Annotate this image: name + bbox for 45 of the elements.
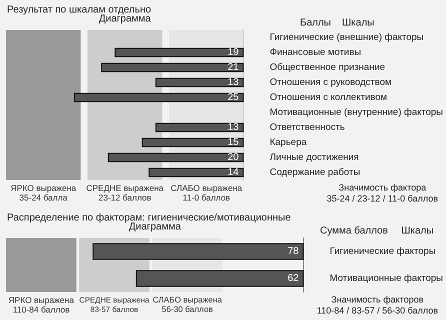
y-tick-label: Мотивационные факторы <box>330 273 444 284</box>
chart-title: Распределение по факторам: гигиенические/мотивационные <box>7 212 292 224</box>
chart-title: Результат по шкалам отдельно <box>7 4 152 16</box>
y-tick-label: Карьера <box>270 137 308 148</box>
y-tick-label: Финансовые мотивы <box>270 47 362 58</box>
y-tick-label: Личные достижения <box>270 152 359 163</box>
bar <box>155 122 244 132</box>
data-label: 78 <box>288 246 300 257</box>
y-tick-label: Отношения с коллективом <box>270 92 388 103</box>
bar <box>74 92 244 102</box>
y-axis-title: Шкалы <box>401 226 434 236</box>
bar <box>108 152 244 162</box>
y-tick-label: Мотивационные (внутренние) факторы <box>270 107 444 118</box>
band-label: ЯРКО выражена 35-24 балла <box>10 182 76 202</box>
bar <box>148 168 244 178</box>
data-label: 62 <box>288 273 300 284</box>
y-tick-label: Гигиенические факторы <box>330 246 436 257</box>
y-tick-label: Содержание работы <box>270 167 360 178</box>
x-axis-title: Диаграмма <box>128 222 182 232</box>
text: Значимость фактора 35-24 / 23-12 / 11-0 баллов <box>326 182 438 204</box>
band-label: СЛАБО выражена 56-30 баллов <box>152 295 222 314</box>
y-axis-title: Шкалы <box>342 18 374 28</box>
data-label: 13 <box>228 77 240 88</box>
bar <box>142 138 244 148</box>
data-label: 15 <box>228 137 240 148</box>
x-axis-title: Диаграмма <box>98 14 152 24</box>
band-label: СРЕДНЕ выражена 23-12 баллов <box>86 182 164 202</box>
bar <box>155 78 244 88</box>
y-tick-label: Ответственность <box>270 122 345 133</box>
band-label: ЯРКО выражена 110-84 баллов <box>8 294 74 314</box>
data-label: 21 <box>228 62 240 73</box>
data-label: 13 <box>228 122 240 133</box>
y-tick-label: Отношения с руководством <box>270 77 392 88</box>
text: Сумма баллов <box>320 226 388 236</box>
text: Значимость факторов 110-84 / 83-57 / 56-30 баллов <box>316 294 438 316</box>
y-tick-label: Гигиенические (внешние) факторы <box>270 32 424 43</box>
data-label: 14 <box>228 167 240 178</box>
bar <box>114 48 244 58</box>
data-label: 20 <box>228 152 240 163</box>
data-label: 19 <box>228 47 240 58</box>
bar <box>101 62 244 72</box>
text: Баллы <box>300 18 331 28</box>
data-label: 25 <box>228 92 240 103</box>
y-tick-label: Общественное признание <box>270 62 386 73</box>
band-label: СЛАБО выражена 11-0 баллов <box>170 182 242 202</box>
